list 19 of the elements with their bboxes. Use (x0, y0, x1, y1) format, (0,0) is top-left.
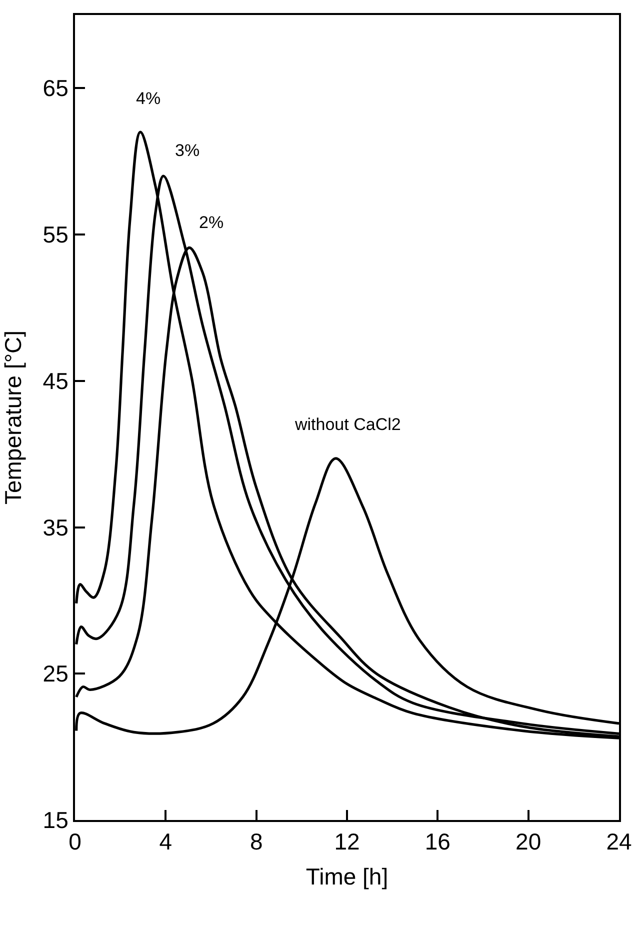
series-label: 3% (175, 141, 200, 160)
series-label: 2% (199, 213, 224, 232)
x-tick-label: 20 (516, 828, 542, 855)
x-tick-label: 16 (424, 828, 450, 855)
y-tick-label: 15 (42, 807, 68, 834)
x-tick-label: 4 (159, 828, 172, 855)
y-tick-label: 55 (42, 222, 68, 248)
text: without CaCl2 (294, 415, 401, 434)
y-tick-label: 65 (42, 75, 68, 102)
y-tick-label: 35 (42, 514, 68, 540)
y-axis-title: Temperature [°C] (0, 330, 26, 505)
x-tick-label: 0 (68, 828, 82, 855)
x-tick-label: 12 (334, 828, 360, 855)
x-axis-title: Time [h] (306, 864, 388, 890)
y-tick-label: 25 (42, 660, 68, 687)
y-tick-label: 45 (42, 368, 68, 394)
x-tick-label: 8 (250, 828, 263, 855)
x-tick-label: 24 (606, 828, 632, 855)
series-label: 4% (136, 89, 161, 108)
